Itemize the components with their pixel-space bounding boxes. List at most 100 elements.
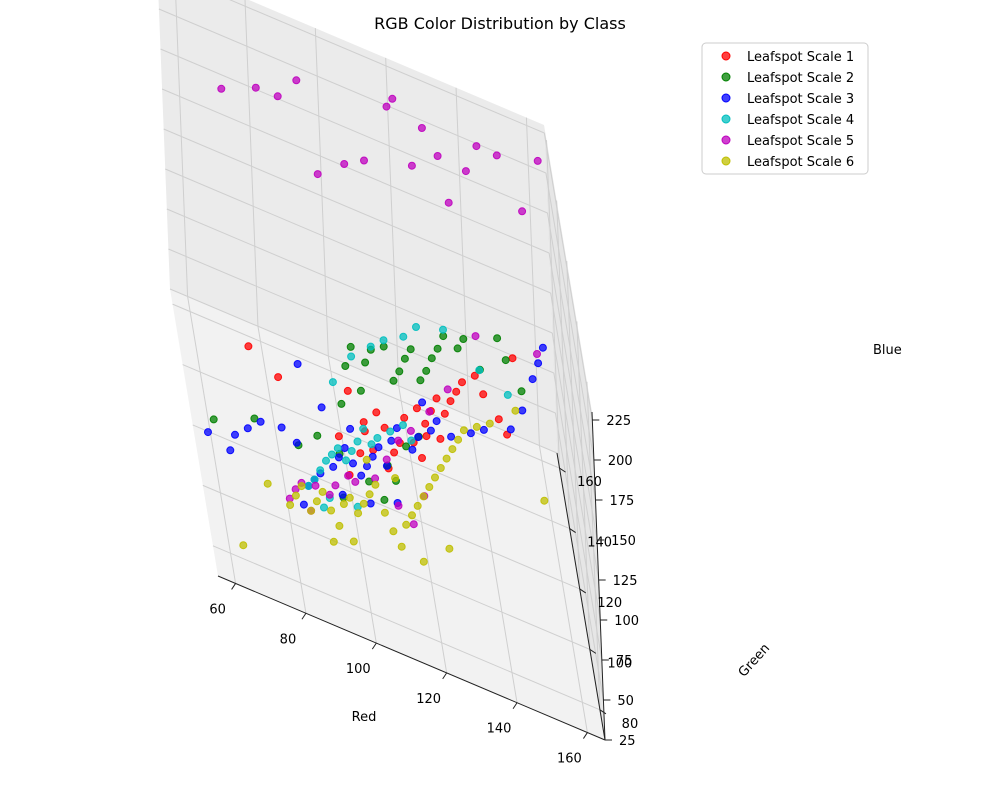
data-point-scale-4	[347, 352, 356, 361]
data-point-scale-3	[299, 500, 308, 509]
z-tick-label: 25	[619, 734, 636, 749]
data-point-scale-6	[349, 537, 358, 546]
data-point-scale-6	[371, 480, 380, 489]
data-point-scale-2	[501, 356, 510, 365]
x-tick-label: 160	[557, 752, 582, 767]
grid-line-x	[538, 445, 588, 733]
data-point-scale-2	[493, 334, 502, 343]
data-point-scale-4	[347, 447, 356, 455]
data-point-scale-2	[416, 376, 425, 385]
data-point-scale-4	[328, 378, 337, 387]
data-point-scale-6	[362, 455, 371, 464]
data-point-scale-2	[517, 387, 526, 396]
data-point-scale-3	[349, 459, 357, 468]
grid-line-x	[187, 296, 237, 584]
grid-line-z	[168, 248, 556, 414]
data-point-scale-6	[442, 454, 451, 463]
data-point-scale-5	[382, 455, 391, 464]
data-point-scale-3	[528, 375, 537, 384]
data-point-scale-6	[445, 544, 454, 553]
data-point-scale-6	[329, 537, 338, 546]
grid-lines	[158, 0, 606, 741]
data-point-scale-6	[408, 511, 416, 520]
grid-line-z	[163, 128, 551, 294]
legend-marker	[721, 93, 731, 103]
data-point-scale-3	[534, 359, 543, 368]
legend: Leafspot Scale 1 Leafspot Scale 2 Leafspot…	[701, 42, 869, 175]
data-point-scale-6	[291, 491, 300, 500]
data-point-scale-6	[354, 509, 363, 518]
data-point-scale-4	[366, 342, 375, 351]
grid-line-z	[551, 332, 601, 621]
data-point-scale-1	[400, 413, 409, 422]
data-point-scale-1	[458, 378, 466, 387]
data-point-scale-1	[508, 354, 517, 363]
grid-line-y	[202, 484, 591, 650]
y-tick	[569, 528, 576, 533]
data-point-scale-3	[231, 430, 239, 439]
data-point-scale-1	[380, 423, 389, 432]
data-point-scale-3	[432, 417, 441, 426]
data-point-scale-5	[518, 207, 527, 216]
z-tick-label: 225	[606, 414, 631, 429]
data-point-scale-4	[322, 456, 330, 465]
z-tick-label: 100	[614, 614, 639, 629]
data-point-scale-6	[431, 473, 439, 482]
legend-frame	[701, 42, 869, 175]
data-point-scale-5	[492, 151, 501, 160]
grid-line-x	[314, 28, 329, 357]
data-point-scale-1	[421, 419, 430, 428]
data-point-scale-3	[387, 436, 396, 445]
x-axis-label: Red	[352, 710, 377, 725]
data-point-scale-6	[413, 501, 422, 510]
data-point-scale-1	[274, 373, 283, 382]
data-point-scale-3	[357, 471, 366, 480]
grid-line-z	[229, 0, 545, 134]
data-point-scale-1	[412, 404, 421, 413]
data-point-scale-5	[425, 407, 434, 416]
data-point-scale-4	[327, 450, 336, 459]
data-point-scale-3	[466, 429, 475, 438]
grid-line-y	[192, 424, 580, 590]
z-tick-label: 75	[616, 654, 633, 669]
x-tick-label: 120	[416, 692, 441, 707]
data-point-scale-1	[440, 409, 449, 418]
data-point-scale-2	[356, 386, 365, 395]
data-point-scale-1	[359, 418, 368, 427]
grid-line-z	[546, 212, 596, 501]
axis-panes	[158, 0, 605, 740]
data-point-scale-5	[388, 94, 397, 103]
data-point-scale-6	[454, 435, 463, 444]
grid-line-x	[257, 326, 307, 614]
data-point-scale-6	[459, 426, 468, 435]
grid-line-z	[554, 412, 604, 701]
data-point-scale-5	[444, 198, 453, 207]
data-point-scale-2	[406, 345, 415, 354]
data-point-scale-3	[338, 490, 347, 499]
data-point-scale-2	[341, 362, 350, 370]
z-axis-line	[591, 411, 606, 741]
data-point-scale-5	[443, 385, 452, 394]
data-point-scale-4	[439, 325, 447, 334]
data-point-scale-2	[459, 335, 468, 343]
data-point-scale-3	[426, 426, 435, 435]
grid-line-x	[398, 385, 448, 673]
grid-line-x	[244, 0, 259, 327]
data-point-scale-5	[292, 76, 301, 85]
data-point-scale-4	[367, 440, 376, 449]
data-point-scale-2	[427, 354, 436, 363]
data-point-scale-3	[538, 343, 547, 352]
y-tick-label: 100	[607, 656, 632, 671]
data-point-scale-5	[382, 102, 391, 111]
data-point-scale-4	[342, 456, 350, 465]
data-point-scale-3	[204, 428, 212, 437]
data-point-scale-6	[335, 521, 344, 530]
data-point-scale-3	[374, 443, 383, 452]
data-point-scale-6	[485, 419, 494, 428]
y-tick-label: 160	[577, 475, 602, 490]
data-point-scale-5	[471, 332, 480, 341]
data-point-scale-3	[414, 433, 423, 442]
grid-line-z	[158, 8, 547, 174]
data-point-scale-1	[372, 408, 381, 417]
